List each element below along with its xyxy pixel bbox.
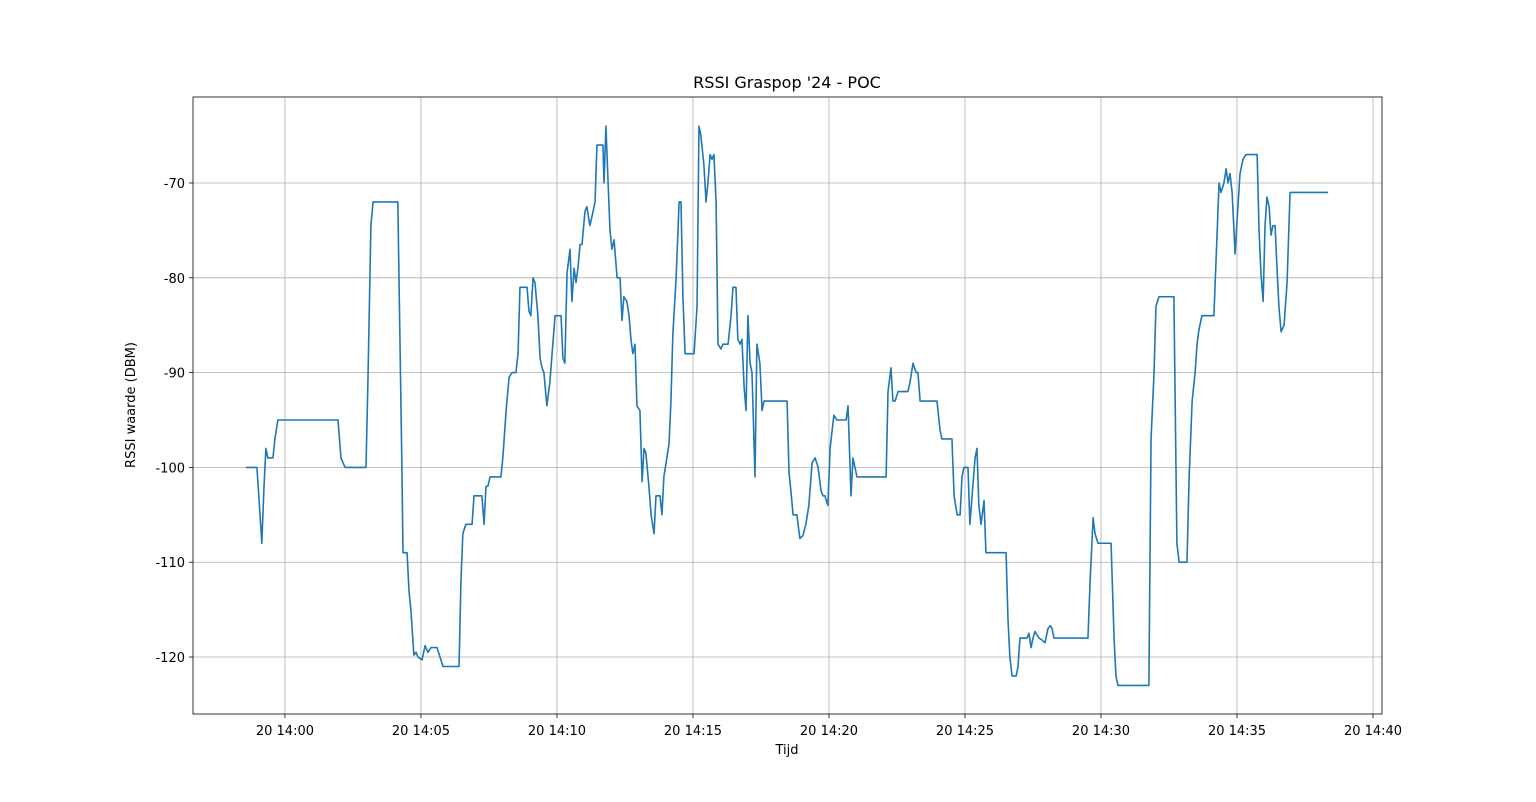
tick-layer: -120 -110 -100 -90 -80 -70 20 14:00 20 14:05 20 … — [155, 177, 1402, 739]
grid-layer — [193, 97, 1382, 714]
x-tick-label: 20 14:10 — [528, 724, 586, 739]
y-tick-label: -120 — [155, 651, 185, 666]
x-axis-label: Tijd — [774, 743, 798, 758]
plot-layer — [246, 125, 1329, 687]
x-tick-label: 20 14:05 — [392, 724, 450, 739]
x-tick-label: 20 14:20 — [800, 724, 858, 739]
y-tick-label: -100 — [155, 461, 185, 476]
y-axis-label: RSSI waarde (DBM) — [124, 342, 139, 468]
y-tick-label: -70 — [164, 177, 185, 192]
x-tick-label: 20 14:00 — [256, 724, 314, 739]
x-tick-label: 20 14:25 — [936, 724, 994, 739]
axes-frame — [192, 96, 1383, 715]
x-tick-label: 20 14:15 — [664, 724, 722, 739]
y-tick-label: -90 — [164, 367, 185, 382]
chart-title: RSSI Graspop '24 - POC — [693, 73, 881, 92]
y-tick-label: -110 — [155, 556, 185, 571]
x-tick-label: 20 14:30 — [1072, 724, 1130, 739]
y-tick-label: -80 — [164, 272, 185, 287]
x-tick-label: 20 14:40 — [1344, 724, 1402, 739]
data-line — [246, 125, 1329, 687]
x-tick-label: 20 14:35 — [1208, 724, 1266, 739]
